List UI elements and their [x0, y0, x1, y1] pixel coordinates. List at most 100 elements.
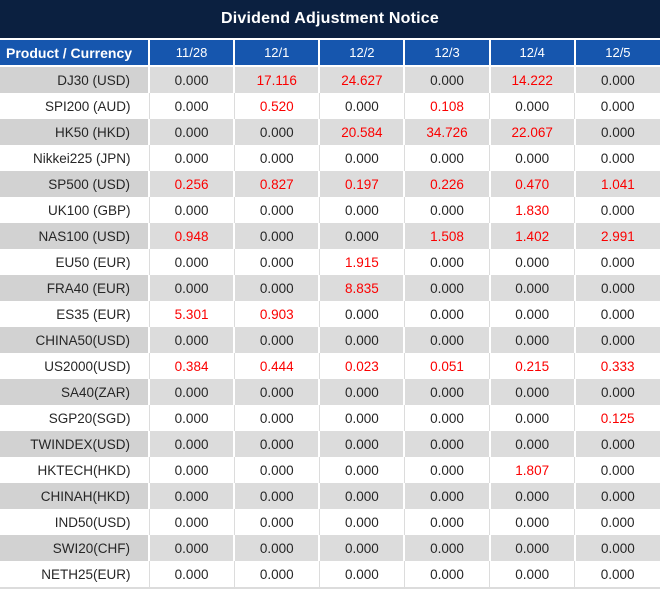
value-cell: 0.256: [149, 171, 236, 197]
value-cell: 0.000: [234, 509, 320, 535]
value-cell: 0.000: [319, 197, 405, 223]
value-cell: 0.000: [234, 223, 321, 249]
value-cell: 0.000: [404, 483, 491, 509]
value-cell: 0.000: [319, 327, 406, 353]
value-cell: 0.000: [234, 275, 321, 301]
value-cell: 0.197: [319, 171, 406, 197]
value-cell: 0.000: [149, 197, 235, 223]
column-header-date: 12/2: [319, 38, 406, 67]
product-cell: EU50 (EUR): [0, 249, 150, 275]
product-cell: ES35 (EUR): [0, 301, 150, 327]
column-header-product: Product / Currency: [0, 38, 150, 67]
value-cell: 0.000: [149, 145, 235, 171]
value-cell: 0.000: [149, 249, 235, 275]
value-cell: 0.000: [319, 457, 405, 483]
value-cell: 0.000: [234, 535, 321, 561]
value-cell: 0.000: [404, 405, 491, 431]
table-row: Nikkei225 (JPN) 0.000 0.000 0.000 0.000 0.000…: [0, 145, 660, 171]
value-cell: 0.000: [404, 249, 491, 275]
product-cell: NAS100 (USD): [0, 223, 150, 249]
table-row: UK100 (GBP) 0.000 0.000 0.000 0.000 1.830 0.00…: [0, 197, 660, 223]
value-cell: 0.000: [319, 405, 405, 431]
value-cell: 0.000: [489, 301, 576, 327]
product-cell: SGP20(SGD): [0, 405, 150, 431]
product-cell: SA40(ZAR): [0, 379, 150, 405]
table-row: EU50 (EUR) 0.000 0.000 1.915 0.000 0.000 0.000: [0, 249, 660, 275]
table-row: HK50 (HKD) 0.000 0.000 20.584 34.726 22.067 0.…: [0, 119, 660, 145]
value-cell: 1.041: [574, 171, 660, 197]
value-cell: 0.000: [319, 93, 405, 119]
value-cell: 24.627: [319, 66, 406, 93]
value-cell: 20.584: [319, 119, 406, 145]
value-cell: 8.835: [319, 275, 406, 301]
value-cell: 0.000: [319, 379, 406, 405]
value-cell: 0.000: [404, 301, 491, 327]
product-cell: CHINA50(USD): [0, 327, 150, 353]
value-cell: 0.000: [489, 93, 576, 119]
value-cell: 0.000: [149, 561, 235, 588]
value-cell: 0.827: [234, 171, 321, 197]
value-cell: 1.402: [489, 223, 576, 249]
value-cell: 0.000: [404, 66, 491, 93]
value-cell: 0.000: [489, 379, 576, 405]
value-cell: 0.000: [404, 431, 491, 457]
value-cell: 0.000: [319, 431, 406, 457]
value-cell: 0.108: [404, 93, 491, 119]
column-header-date: 12/3: [404, 38, 491, 67]
product-cell: FRA40 (EUR): [0, 275, 150, 301]
value-cell: 0.000: [319, 561, 405, 588]
value-cell: 0.903: [234, 301, 320, 327]
product-cell: UK100 (GBP): [0, 197, 150, 223]
value-cell: 1.508: [404, 223, 491, 249]
table-row: SA40(ZAR) 0.000 0.000 0.000 0.000 0.000 0.000: [0, 379, 660, 405]
value-cell: 0.000: [234, 431, 321, 457]
value-cell: 0.000: [234, 405, 320, 431]
value-cell: 0.000: [404, 145, 491, 171]
value-cell: 0.000: [574, 93, 660, 119]
value-cell: 0.000: [234, 327, 321, 353]
value-cell: 0.125: [574, 405, 660, 431]
value-cell: 0.000: [149, 457, 235, 483]
value-cell: 0.000: [489, 509, 576, 535]
value-cell: 0.000: [489, 431, 576, 457]
value-cell: 0.948: [149, 223, 236, 249]
table-row: CHINA50(USD) 0.000 0.000 0.000 0.000 0.000 0.0…: [0, 327, 660, 353]
value-cell: 0.023: [319, 353, 405, 379]
value-cell: 0.470: [489, 171, 576, 197]
table-row: TWINDEX(USD) 0.000 0.000 0.000 0.000 0.000 0.0…: [0, 431, 660, 457]
column-header-date: 11/28: [149, 38, 236, 67]
product-cell: US2000(USD): [0, 353, 150, 379]
value-cell: 0.000: [574, 379, 660, 405]
product-cell: SPI200 (AUD): [0, 93, 150, 119]
table-row: SPI200 (AUD) 0.000 0.520 0.000 0.108 0.000 0.0…: [0, 93, 660, 119]
table-row: NAS100 (USD) 0.948 0.000 0.000 1.508 1.402 2.9…: [0, 223, 660, 249]
value-cell: 0.000: [319, 509, 405, 535]
product-cell: TWINDEX(USD): [0, 431, 150, 457]
value-cell: 0.000: [489, 405, 576, 431]
value-cell: 0.000: [574, 561, 660, 588]
value-cell: 0.000: [404, 457, 491, 483]
value-cell: 0.000: [404, 327, 491, 353]
value-cell: 1.807: [489, 457, 576, 483]
value-cell: 0.000: [574, 327, 660, 353]
value-cell: 0.226: [404, 171, 491, 197]
value-cell: 0.000: [234, 379, 321, 405]
page-title: Dividend Adjustment Notice: [221, 10, 439, 27]
column-header-date: 12/5: [574, 38, 660, 67]
value-cell: 0.000: [489, 145, 576, 171]
value-cell: 0.000: [489, 483, 576, 509]
product-cell: DJ30 (USD): [0, 66, 150, 93]
value-cell: 0.000: [574, 431, 660, 457]
value-cell: 0.000: [149, 509, 235, 535]
dividend-table: Product / Currency 11/28 12/1 12/2 12/3 12/4 1…: [0, 38, 660, 589]
table-row: IND50(USD) 0.000 0.000 0.000 0.000 0.000 0.000: [0, 509, 660, 535]
table-row: FRA40 (EUR) 0.000 0.000 8.835 0.000 0.000 0.00…: [0, 275, 660, 301]
value-cell: 2.991: [574, 223, 660, 249]
value-cell: 0.000: [149, 535, 236, 561]
value-cell: 0.000: [234, 249, 320, 275]
value-cell: 0.000: [574, 535, 660, 561]
value-cell: 0.000: [489, 249, 576, 275]
value-cell: 0.051: [404, 353, 491, 379]
value-cell: 0.215: [489, 353, 576, 379]
value-cell: 0.000: [574, 249, 660, 275]
